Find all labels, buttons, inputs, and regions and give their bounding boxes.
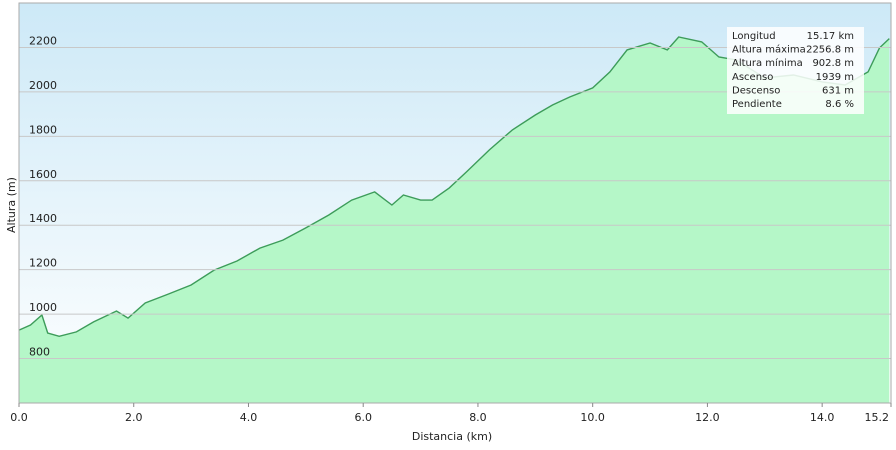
- y-tick-label: 1000: [29, 301, 57, 314]
- x-axis-label: Distancia (km): [412, 430, 492, 443]
- x-tick-label: 10.0: [580, 411, 605, 424]
- x-tick-label: 4.0: [240, 411, 258, 424]
- y-tick-label: 2200: [29, 34, 57, 47]
- stat-value: 15.17 km: [807, 31, 854, 42]
- y-tick-label: 2000: [29, 79, 57, 92]
- elevation-area: [19, 37, 890, 403]
- elevation-line: [18, 36, 890, 338]
- stat-label: Pendiente: [732, 99, 782, 110]
- stat-label: Altura mínima: [732, 57, 803, 69]
- stat-value: 902.8 m: [812, 58, 854, 69]
- x-tick-label: 0.0: [10, 411, 28, 424]
- stat-value: 2256.8 m: [806, 45, 854, 56]
- x-tick-label: 15.2: [865, 411, 890, 424]
- x-tick-label: 14.0: [810, 411, 835, 424]
- stat-label: Descenso: [732, 85, 780, 96]
- stat-label: Longitud: [732, 31, 776, 42]
- stat-value: 1939 m: [816, 72, 854, 83]
- y-tick-label: 800: [29, 346, 50, 359]
- stats-box: [727, 27, 864, 114]
- y-axis-label: Altura (m): [5, 177, 18, 233]
- plot-border: [18, 2, 892, 404]
- stat-label: Ascenso: [732, 72, 773, 83]
- stat-label: Altura máxima: [732, 44, 806, 56]
- x-tick-label: 12.0: [695, 411, 720, 424]
- x-tick-label: 8.0: [469, 411, 487, 424]
- y-tick-label: 1200: [29, 257, 57, 270]
- x-tick-label: 6.0: [354, 411, 372, 424]
- x-tick-label: 2.0: [125, 411, 143, 424]
- y-tick-label: 1800: [29, 123, 57, 136]
- stat-value: 631 m: [822, 85, 854, 96]
- y-tick-label: 1400: [29, 212, 57, 225]
- y-tick-label: 1600: [29, 168, 57, 181]
- stat-value: 8.6 %: [825, 99, 854, 110]
